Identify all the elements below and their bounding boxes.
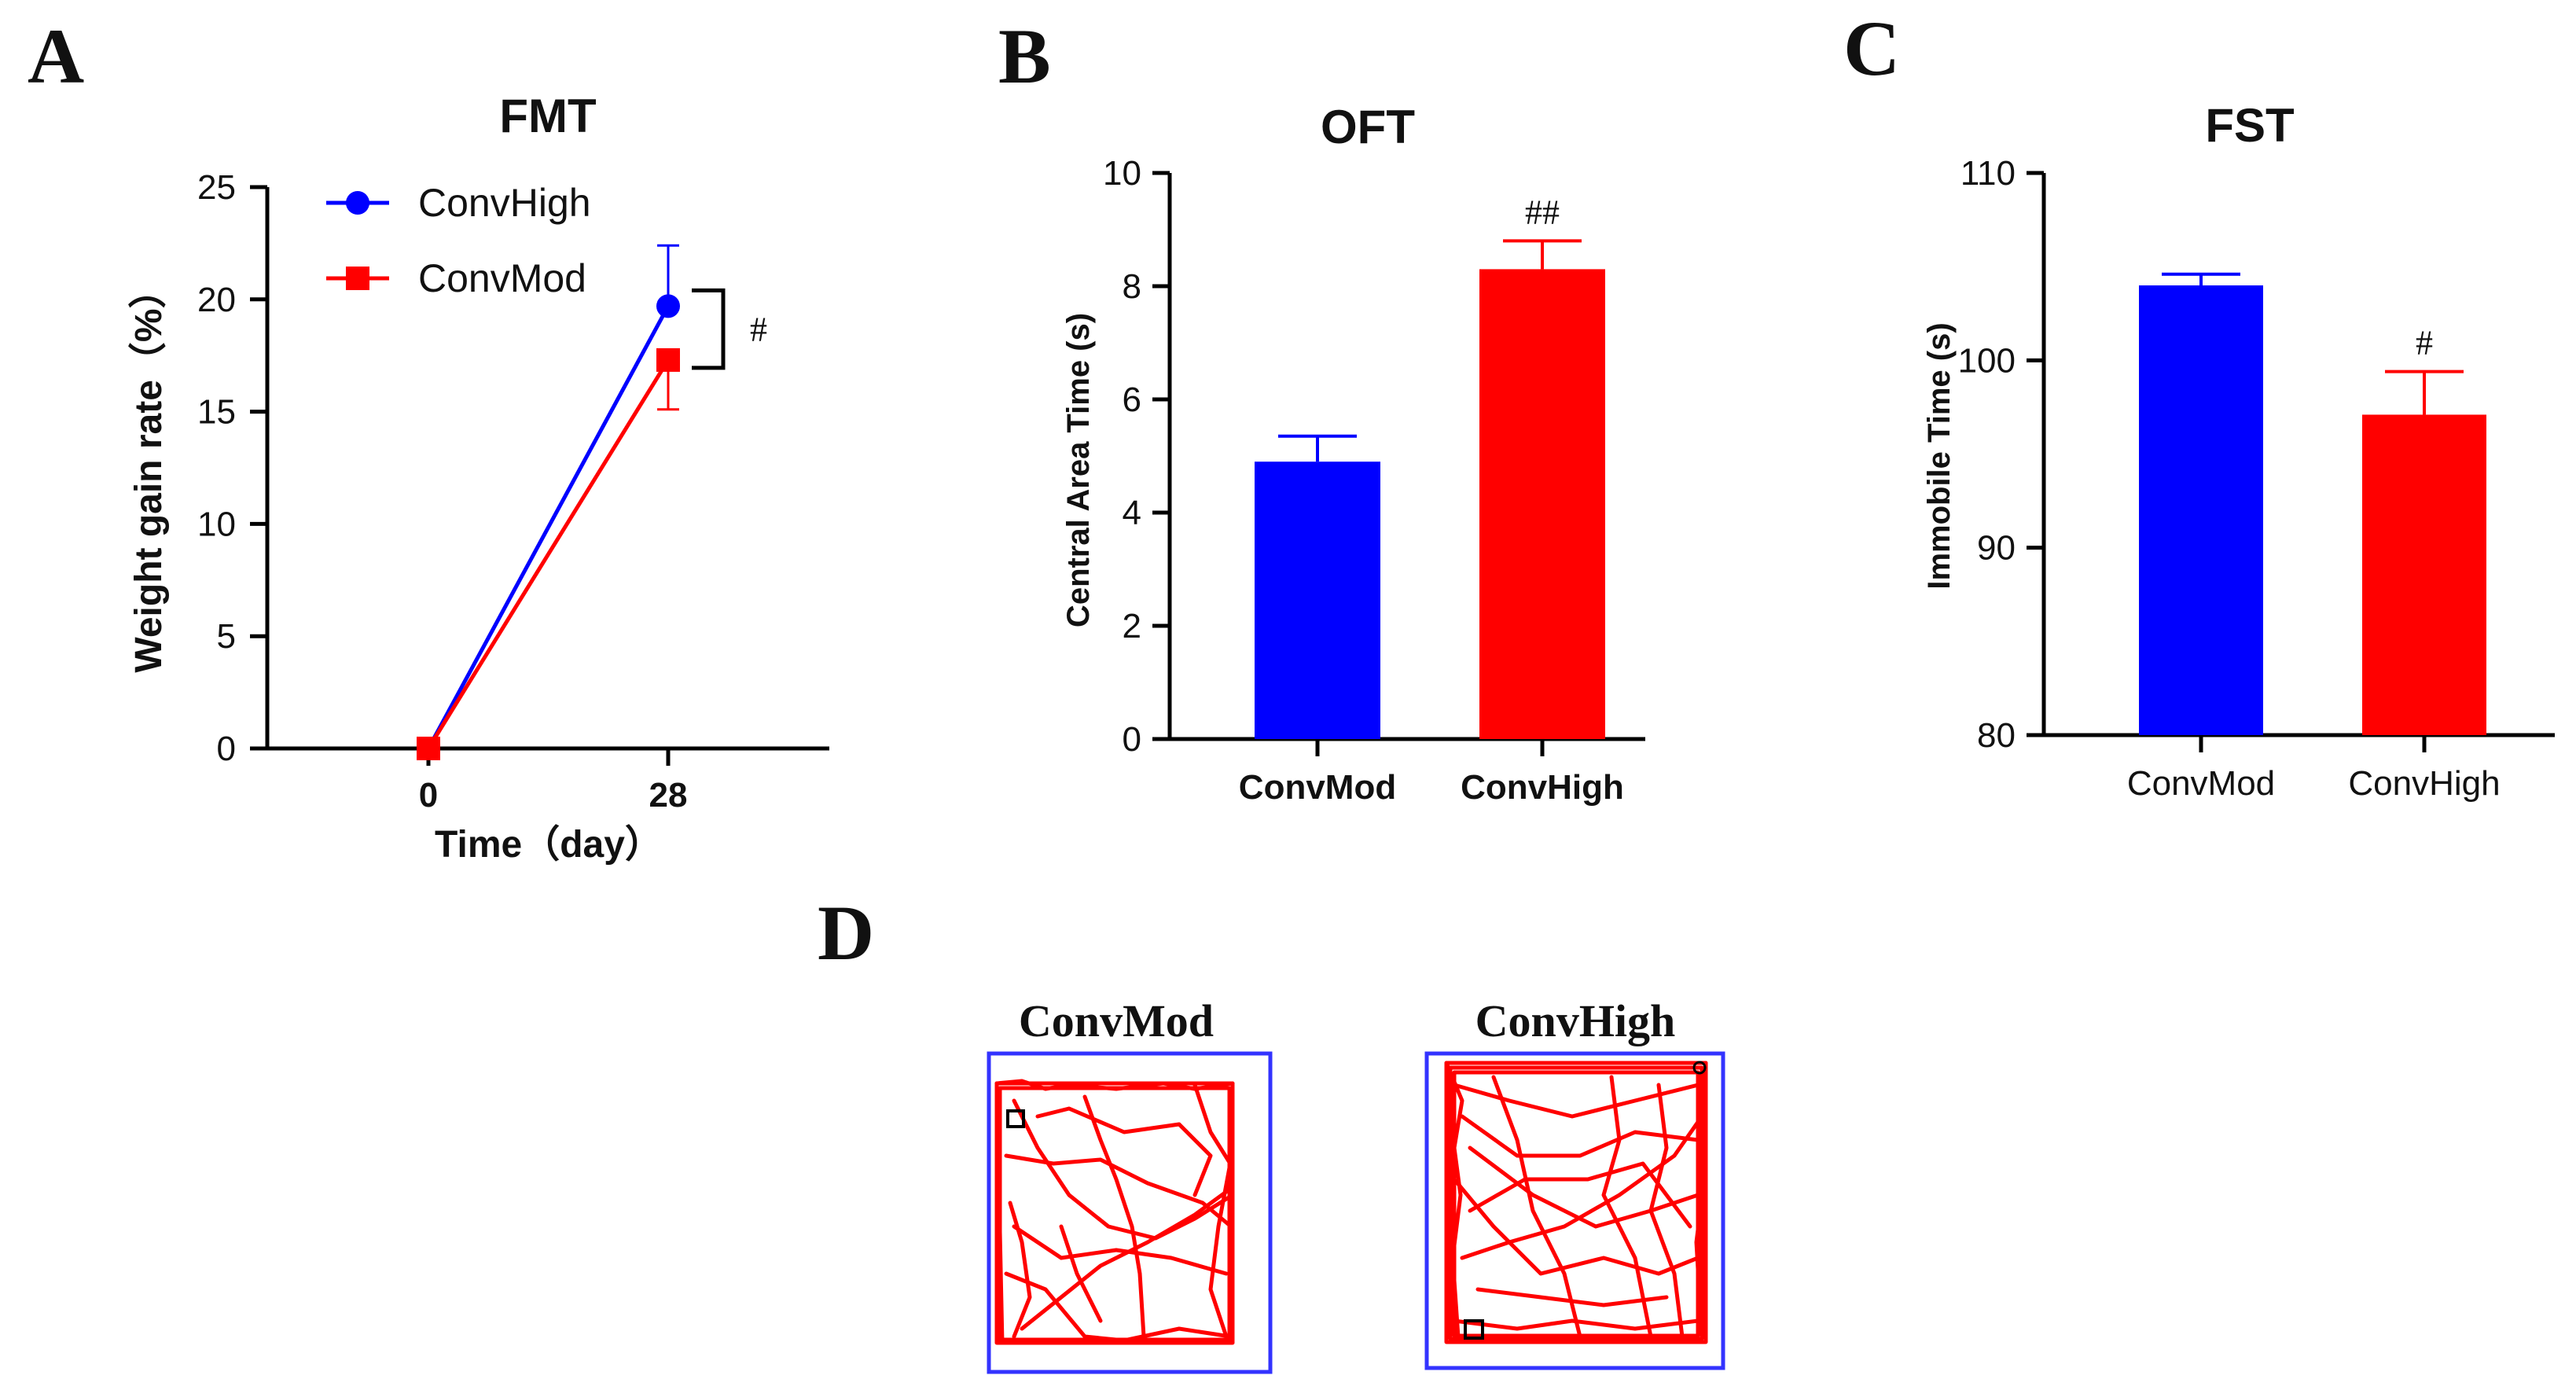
bar-convhigh <box>1479 269 1605 739</box>
chart-b-y-tick-label: 10 <box>1103 154 1141 193</box>
chart-c-axes: 80 90 100 110 ConvMod ConvHigh <box>1958 154 2555 803</box>
chart-b-y-tick-label: 0 <box>1123 720 1141 759</box>
chart-b-ylabel: Central Area Time (s) <box>1061 313 1096 627</box>
chart-a-axes: 0 5 10 15 20 25 0 28 <box>197 168 829 815</box>
significance-label-convhigh: # <box>2416 324 2433 362</box>
chart-b-marks: ## <box>1255 193 1605 739</box>
chart-b-title: OFT <box>1321 101 1415 153</box>
chart-c-ylabel: Immobile Time (s) <box>1922 322 1957 589</box>
chart-c-y-tick-label: 90 <box>1977 529 2016 568</box>
chart-c-y-tick-label: 110 <box>1960 154 2016 193</box>
tracking-panel: ConvMod ConvHigh <box>987 995 1725 1374</box>
chart-c-x-tick-label: ConvMod <box>2127 764 2275 803</box>
panel-letter-b: B <box>998 13 1051 100</box>
series-line-convmod <box>426 359 671 750</box>
legend-marker-convmod <box>346 267 369 290</box>
track-title-convhigh: ConvHigh <box>1475 995 1676 1046</box>
track-convmod: ConvMod <box>987 995 1273 1374</box>
chart-b-x-tick-label: ConvMod <box>1239 768 1396 807</box>
panel-letter-d: D <box>818 889 874 976</box>
chart-a-ylabel: Weight gain rate（%） <box>128 270 170 672</box>
start-marker-convhigh <box>1464 1319 1484 1340</box>
chart-c-title: FST <box>2205 99 2294 152</box>
chart-b-x-tick-label: ConvHigh <box>1461 768 1624 807</box>
oft-bar-chart: OFT Central Area Time (s) 0 2 4 6 8 10 ConvMod… <box>1061 101 1645 807</box>
fmt-line-chart: FMT Weight gain rate（%） Time（day） 0 5 10 15… <box>128 90 829 866</box>
significance-label: # <box>750 311 767 349</box>
chart-a-y-tick-label: 0 <box>217 730 236 768</box>
data-point-convmod <box>417 737 440 760</box>
significance-label-convhigh: ## <box>1525 193 1560 231</box>
chart-a-y-tick-label: 25 <box>197 168 236 207</box>
panel-letter-a: A <box>28 13 84 100</box>
chart-a-y-tick-label: 10 <box>197 505 236 543</box>
chart-c-y-tick-label: 100 <box>1958 341 2016 380</box>
arena-border-convhigh <box>1424 1051 1725 1370</box>
chart-b-y-tick-label: 8 <box>1123 267 1141 306</box>
chart-a-xlabel: Time（day） <box>435 824 663 866</box>
chart-a-y-tick-label: 5 <box>217 617 236 656</box>
chart-b-axes: 0 2 4 6 8 10 ConvMod ConvHigh <box>1103 154 1645 807</box>
bar-convhigh <box>2362 414 2486 735</box>
chart-a-x-tick-label: 0 <box>419 776 438 815</box>
data-point-convhigh <box>656 294 680 318</box>
significance-bracket <box>692 288 726 370</box>
track-convhigh: ConvHigh <box>1424 995 1725 1370</box>
movement-path-convmod <box>994 1079 1235 1345</box>
series-line-convhigh <box>426 305 671 750</box>
track-title-convmod: ConvMod <box>1019 995 1214 1046</box>
bar-convmod <box>1255 461 1380 739</box>
chart-a-legend: ConvHigh ConvMod <box>326 181 591 300</box>
end-marker-convhigh <box>1692 1061 1707 1075</box>
legend-label-convmod: ConvMod <box>418 256 586 300</box>
chart-c-y-tick-label: 80 <box>1977 716 2016 755</box>
fst-bar-chart: FST Immobile Time (s) 80 90 100 110 ConvMod C… <box>1922 99 2555 803</box>
chart-a-title: FMT <box>499 90 596 142</box>
panel-letter-c: C <box>1843 5 1900 92</box>
chart-c-x-tick-label: ConvHigh <box>2348 764 2500 803</box>
chart-b-y-tick-label: 6 <box>1123 381 1141 419</box>
data-point-convmod <box>656 348 680 372</box>
chart-b-y-tick-label: 2 <box>1123 607 1141 645</box>
chart-a-y-tick-label: 20 <box>197 281 236 319</box>
movement-path-convhigh <box>1444 1061 1708 1344</box>
chart-a-x-tick-label: 28 <box>649 776 688 815</box>
arena-border-convmod <box>987 1051 1273 1374</box>
chart-a-y-tick-label: 15 <box>197 393 236 432</box>
legend-marker-convhigh <box>346 191 369 215</box>
chart-a-marks: # <box>417 244 767 760</box>
bar-convmod <box>2139 285 2263 735</box>
legend-label-convhigh: ConvHigh <box>418 181 591 225</box>
chart-b-y-tick-label: 4 <box>1123 494 1141 532</box>
start-marker-convmod <box>1006 1109 1025 1128</box>
chart-c-marks: # <box>2139 272 2486 735</box>
